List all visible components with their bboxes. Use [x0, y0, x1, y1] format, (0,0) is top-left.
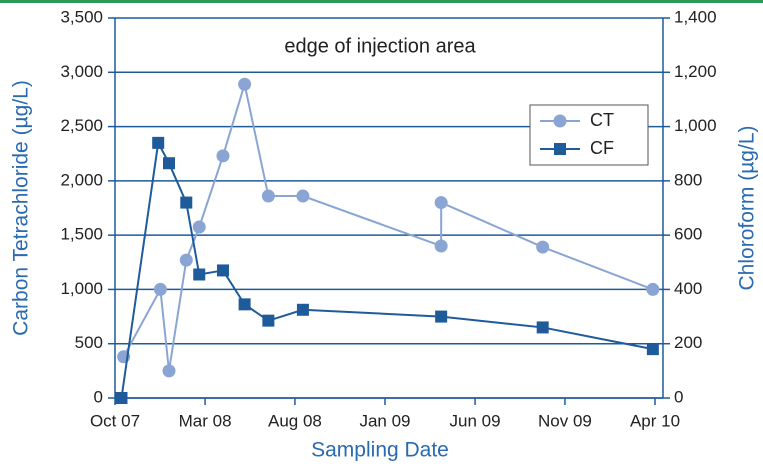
data-point [192, 220, 206, 234]
y-axis-title: Carbon Tetrachloride (µg/L) [10, 80, 33, 336]
data-point [646, 343, 659, 356]
data-point [179, 253, 193, 267]
data-point [217, 264, 230, 277]
y-tick-label: 2,000 [60, 170, 103, 189]
data-point [435, 310, 448, 323]
data-point [162, 364, 176, 378]
y-tick-label: 0 [94, 387, 103, 406]
legend-marker [553, 114, 567, 128]
y2-tick-label: 400 [674, 279, 702, 298]
top-border [0, 0, 763, 3]
data-point [238, 77, 252, 91]
y2-tick-label: 800 [674, 170, 702, 189]
x-axis-title: Sampling Date [311, 439, 449, 462]
data-point [216, 149, 230, 163]
data-point [262, 314, 275, 327]
legend-box [529, 104, 649, 166]
y-tick-label: 2,500 [60, 116, 103, 135]
x-tick-label: Oct 07 [90, 411, 140, 430]
y2-tick-label: 1,200 [674, 62, 717, 81]
x-tick-label: Mar 08 [179, 411, 232, 430]
data-point [180, 196, 193, 209]
x-tick-label: Jun 09 [450, 411, 501, 430]
y-tick-label: 3,000 [60, 62, 103, 81]
y2-axis-title: Chloroform (µg/L) [736, 126, 759, 291]
legend-label: CT [590, 110, 614, 130]
legend-label: CF [590, 138, 614, 158]
data-point [646, 282, 660, 296]
x-tick-label: Apr 10 [630, 411, 680, 430]
x-tick-label: Jan 09 [359, 411, 410, 430]
y-tick-label: 1,500 [60, 225, 103, 244]
y2-tick-label: 0 [674, 387, 683, 406]
data-point [238, 298, 251, 311]
data-point [261, 189, 275, 203]
y-tick-label: 500 [75, 333, 103, 352]
data-point [115, 392, 128, 404]
data-point [434, 196, 448, 210]
data-point [434, 239, 448, 253]
y2-tick-label: 200 [674, 333, 702, 352]
data-point [296, 189, 310, 203]
data-point [153, 282, 167, 296]
x-tick-label: Aug 08 [268, 411, 322, 430]
y-tick-label: 3,500 [60, 7, 103, 26]
x-tick-label: Nov 09 [538, 411, 592, 430]
data-point [536, 240, 550, 254]
annotation: edge of injection area [284, 35, 476, 57]
data-point [193, 268, 206, 281]
data-point [152, 136, 165, 149]
y2-tick-label: 600 [674, 225, 702, 244]
legend-marker [554, 143, 566, 155]
data-point [536, 321, 549, 334]
y2-tick-label: 1,000 [674, 116, 717, 135]
y-tick-label: 1,000 [60, 279, 103, 298]
data-point [296, 303, 309, 316]
y2-tick-label: 1,400 [674, 7, 717, 26]
data-point [163, 157, 176, 170]
